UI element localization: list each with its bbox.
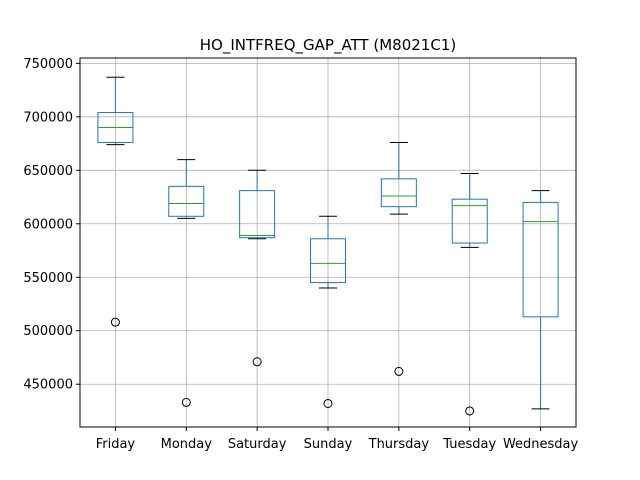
box-thursday bbox=[380, 141, 417, 376]
x-tick-label: Sunday bbox=[304, 437, 353, 452]
box-friday bbox=[97, 76, 134, 327]
y-tick-label: 650000 bbox=[23, 164, 73, 179]
boxes-layer bbox=[97, 76, 559, 416]
chart-title: HO_INTFREQ_GAP_ATT (M8021C1) bbox=[200, 36, 456, 55]
iqr-box bbox=[239, 190, 276, 239]
box-monday bbox=[168, 159, 205, 407]
y-tick-label: 750000 bbox=[23, 57, 73, 72]
iqr-box bbox=[380, 178, 417, 208]
outlier-point bbox=[323, 398, 333, 408]
iqr-box bbox=[451, 198, 488, 244]
y-tick-label: 500000 bbox=[23, 324, 73, 339]
box-sunday bbox=[310, 215, 346, 408]
iqr-box bbox=[522, 201, 559, 318]
y-tick-label: 700000 bbox=[23, 110, 73, 125]
x-tick-label: Thursday bbox=[368, 437, 430, 452]
x-tick-label: Friday bbox=[96, 437, 136, 452]
iqr-box bbox=[168, 185, 205, 217]
iqr-box bbox=[310, 238, 346, 284]
box-saturday bbox=[239, 169, 276, 367]
x-tick-label: Tuesday bbox=[442, 437, 496, 452]
outlier-point bbox=[465, 406, 475, 416]
outlier-point bbox=[252, 357, 262, 367]
outlier-point bbox=[110, 317, 120, 327]
y-tick-label: 600000 bbox=[23, 217, 73, 232]
x-tick-label: Monday bbox=[161, 437, 213, 452]
y-tick-label: 450000 bbox=[23, 378, 73, 393]
axes-layer: 450000 500000 550000 600000 650000 700000 7500… bbox=[23, 57, 578, 452]
outlier-point bbox=[394, 366, 404, 376]
box-tuesday bbox=[451, 173, 488, 416]
outlier-point bbox=[181, 397, 191, 407]
y-tick-label: 550000 bbox=[23, 271, 73, 286]
grid-lines bbox=[80, 58, 576, 427]
x-tick-label: Wednesday bbox=[503, 437, 579, 452]
box-wednesday bbox=[522, 190, 559, 410]
x-tick-label: Saturday bbox=[228, 437, 287, 452]
